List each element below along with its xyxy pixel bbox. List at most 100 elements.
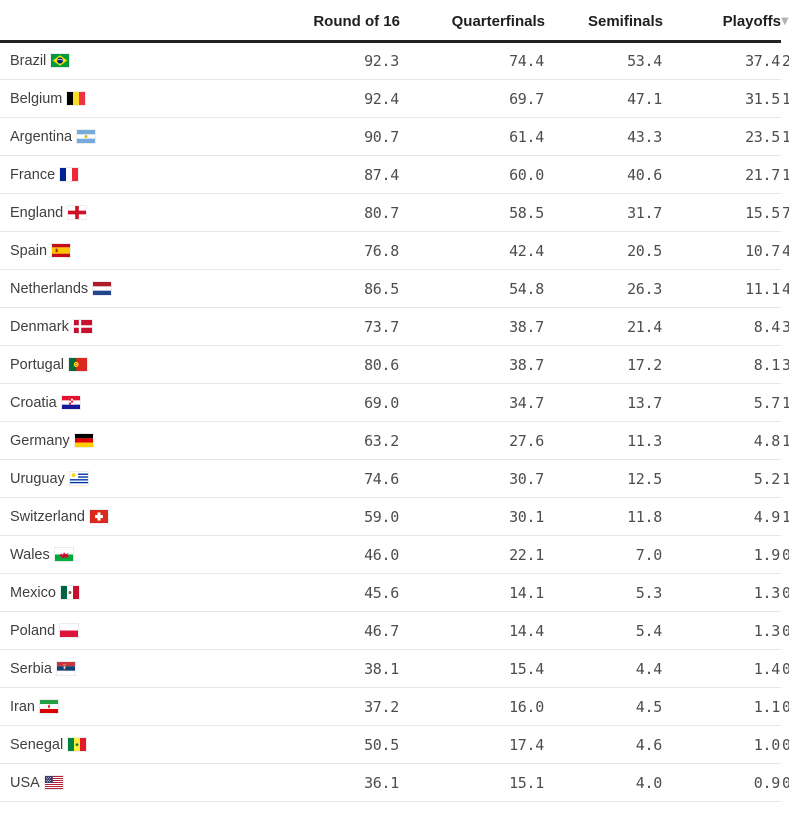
- playoffs-value: 23.5: [663, 117, 781, 156]
- playoffs-value: 1.1: [663, 687, 781, 726]
- playoffs-value: 31.5: [663, 79, 781, 118]
- team-cell: Netherlands: [0, 269, 230, 308]
- column-header-playoffs[interactable]: Playoffs: [663, 2, 781, 43]
- table-body: Brazil92.374.453.437.425.1Belgium92.469.…: [0, 41, 789, 802]
- playoffs-value: 21.7: [663, 155, 781, 194]
- quarterfinals-value: 30.1: [400, 497, 545, 536]
- netherlands-flag-icon: [92, 280, 113, 296]
- column-header-semifinals[interactable]: Semifinals: [545, 2, 663, 43]
- quarterfinals-value: 69.7: [400, 79, 545, 118]
- semifinals-value: 20.5: [545, 231, 663, 270]
- semifinals-value: 7.0: [545, 535, 663, 574]
- germany-flag-icon: [73, 432, 94, 448]
- round-of-16-value: 59.0: [230, 497, 400, 536]
- playoffs-value: 4.9: [663, 497, 781, 536]
- team-cell: Argentina: [0, 117, 230, 156]
- playoffs-value: 4.8: [663, 421, 781, 460]
- team-name: Wales: [10, 546, 50, 563]
- team-name: Iran: [10, 698, 35, 715]
- semifinals-value: 4.5: [545, 687, 663, 726]
- header-row: Round of 16 Quarterfinals Semifinals Pla…: [0, 2, 789, 43]
- playoffs-value: 8.1: [663, 345, 781, 384]
- argentina-flag-icon: [76, 128, 97, 144]
- team-name: Senegal: [10, 736, 64, 753]
- semifinals-value: 4.6: [545, 725, 663, 764]
- quarterfinals-value: 61.4: [400, 117, 545, 156]
- sort-desc-icon: ▼: [781, 16, 789, 27]
- playoffs-value: 1.3: [663, 573, 781, 612]
- round-of-16-value: 92.4: [230, 79, 400, 118]
- playoffs-value: 37.4: [663, 41, 781, 80]
- quarterfinals-value: 16.0: [400, 687, 545, 726]
- team-name: USA: [10, 774, 40, 791]
- team-cell: Poland: [0, 611, 230, 650]
- team-cell: Denmark: [0, 307, 230, 346]
- round-of-16-value: 38.1: [230, 649, 400, 688]
- wales-flag-icon: [53, 546, 74, 562]
- team-name: Spain: [10, 242, 48, 259]
- round-of-16-value: 45.6: [230, 573, 400, 612]
- round-of-16-value: 46.7: [230, 611, 400, 650]
- iran-flag-icon: [39, 698, 59, 714]
- france-flag-icon: [59, 166, 80, 182]
- team-cell: England: [0, 193, 230, 232]
- round-of-16-value: 87.4: [230, 155, 400, 194]
- quarterfinals-value: 34.7: [400, 383, 545, 422]
- portugal-flag-icon: [68, 356, 89, 372]
- quarterfinals-value: 38.7: [400, 345, 545, 384]
- round-of-16-value: 80.6: [230, 345, 400, 384]
- semifinals-value: 26.3: [545, 269, 663, 308]
- semifinals-value: 40.6: [545, 155, 663, 194]
- team-cell: Switzerland: [0, 497, 230, 536]
- team-cell: Brazil: [0, 41, 230, 80]
- quarterfinals-value: 15.4: [400, 649, 545, 688]
- playoffs-value: 11.1: [663, 269, 781, 308]
- team-cell: Mexico: [0, 573, 230, 612]
- semifinals-value: 5.3: [545, 573, 663, 612]
- team-name: England: [10, 204, 64, 221]
- round-of-16-value: 46.0: [230, 535, 400, 574]
- playoffs-value: 1.9: [663, 535, 781, 574]
- team-name: Mexico: [10, 584, 56, 601]
- team-name: France: [10, 166, 56, 183]
- semifinals-value: 53.4: [545, 41, 663, 80]
- quarterfinals-value: 74.4: [400, 41, 545, 80]
- spain-flag-icon: [51, 242, 72, 258]
- round-of-16-value: 80.7: [230, 193, 400, 232]
- playoffs-value: 5.2: [663, 459, 781, 498]
- column-header-quarterfinals[interactable]: Quarterfinals: [400, 2, 545, 43]
- playoffs-value: 5.7: [663, 383, 781, 422]
- quarterfinals-value: 27.6: [400, 421, 545, 460]
- team-cell: Uruguay: [0, 459, 230, 498]
- semifinals-value: 31.7: [545, 193, 663, 232]
- playoffs-value: 1.3: [663, 611, 781, 650]
- round-of-16-value: 90.7: [230, 117, 400, 156]
- team-cell: Croatia: [0, 383, 230, 422]
- playoffs-value: 0.9: [663, 763, 781, 802]
- team-cell: Iran: [0, 687, 230, 726]
- round-of-16-value: 73.7: [230, 307, 400, 346]
- column-header-round-of-16[interactable]: Round of 16: [230, 2, 400, 43]
- uruguay-flag-icon: [68, 470, 89, 486]
- round-of-16-value: 74.6: [230, 459, 400, 498]
- team-name: Brazil: [10, 53, 47, 69]
- poland-flag-icon: [59, 622, 80, 638]
- semifinals-value: 11.3: [545, 421, 663, 460]
- team-cell: USA: [0, 763, 230, 802]
- round-of-16-value: 86.5: [230, 269, 400, 308]
- usa-flag-icon: [43, 774, 64, 790]
- senegal-flag-icon: [67, 736, 88, 752]
- denmark-flag-icon: [72, 318, 93, 334]
- team-cell: France: [0, 155, 230, 194]
